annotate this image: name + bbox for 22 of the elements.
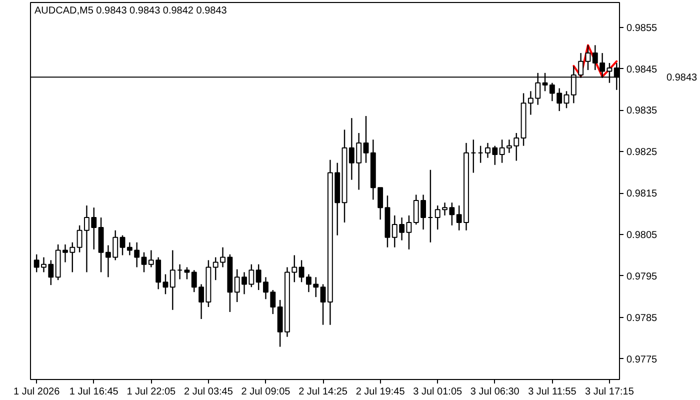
y-tick-label: 0.9785	[626, 312, 658, 324]
y-tick-label: 0.9845	[626, 64, 658, 76]
y-tick-label: 0.9835	[626, 106, 658, 117]
x-tick-label: 1 Jul 22:05	[126, 386, 176, 398]
chart-title: AUDCAD,M5 0.9843 0.9843 0.9842 0.9843	[34, 6, 228, 16]
x-tick-label: 1 Jul 16:45	[69, 386, 119, 398]
x-tick-label: 2 Jul 03:45	[184, 386, 234, 398]
ref-line-label: 0.9843	[666, 72, 698, 84]
x-tick-label: 1 Jul 2026	[14, 386, 60, 398]
x-tick-label: 2 Jul 14:25	[298, 386, 348, 398]
x-tick-label: 2 Jul 19:45	[356, 386, 406, 398]
y-tick-label: 0.9775	[626, 354, 658, 366]
y-tick-label: 0.9795	[626, 271, 658, 282]
y-tick-label: 0.9825	[626, 147, 658, 158]
x-tick-label: 2 Jul 09:05	[241, 386, 291, 398]
y-tick-label: 0.9815	[626, 188, 658, 200]
x-tick-label: 3 Jul 17:15	[585, 386, 634, 398]
x-tick-label: 3 Jul 06:30	[470, 386, 520, 398]
y-tick-label: 0.9855	[626, 22, 658, 34]
x-tick-label: 3 Jul 01:05	[413, 386, 463, 398]
x-tick-label: 3 Jul 11:55	[528, 386, 577, 398]
y-tick-label: 0.9805	[626, 230, 658, 241]
